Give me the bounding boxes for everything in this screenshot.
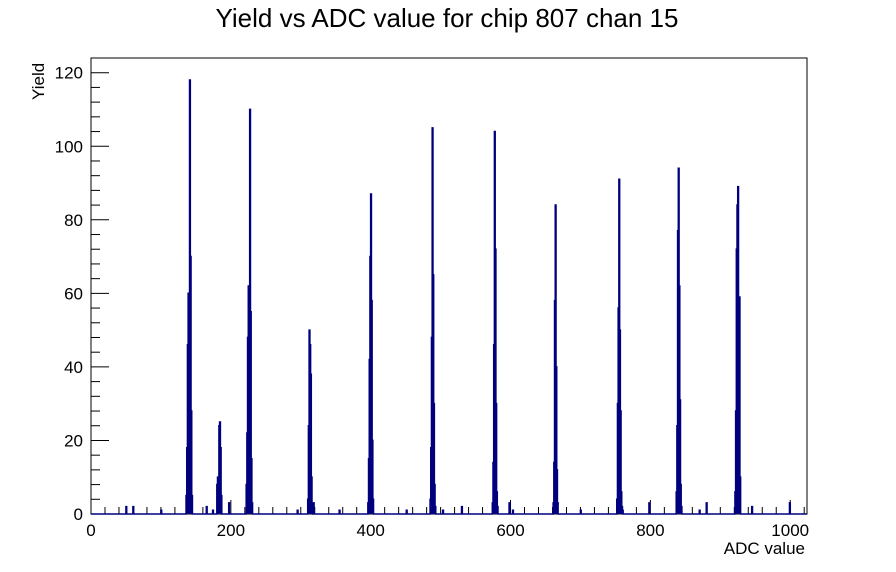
x-axis-label: ADC value	[724, 539, 805, 558]
x-tick-label: 400	[357, 521, 385, 540]
x-tick-label: 1000	[771, 521, 809, 540]
x-axis: 0 200 400 600 800 1000	[86, 500, 809, 540]
x-tick-label: 0	[86, 521, 95, 540]
y-tick-label: 40	[64, 358, 83, 377]
y-axis-label: Yield	[29, 63, 48, 100]
chart-title: Yield vs ADC value for chip 807 chan 15	[216, 3, 679, 33]
y-tick-label: 80	[64, 211, 83, 230]
y-tick-label: 120	[55, 64, 83, 83]
histogram-series-line	[91, 79, 807, 515]
y-axis: 0 20 40 60 80 100 120	[55, 57, 109, 524]
y-tick-label: 20	[64, 431, 83, 450]
y-tick-label: 60	[64, 284, 83, 303]
x-tick-label: 200	[217, 521, 245, 540]
plot-frame	[90, 57, 808, 515]
x-tick-label: 600	[496, 521, 524, 540]
y-tick-label: 100	[55, 137, 83, 156]
y-tick-label: 0	[74, 505, 83, 524]
x-tick-label: 800	[636, 521, 664, 540]
